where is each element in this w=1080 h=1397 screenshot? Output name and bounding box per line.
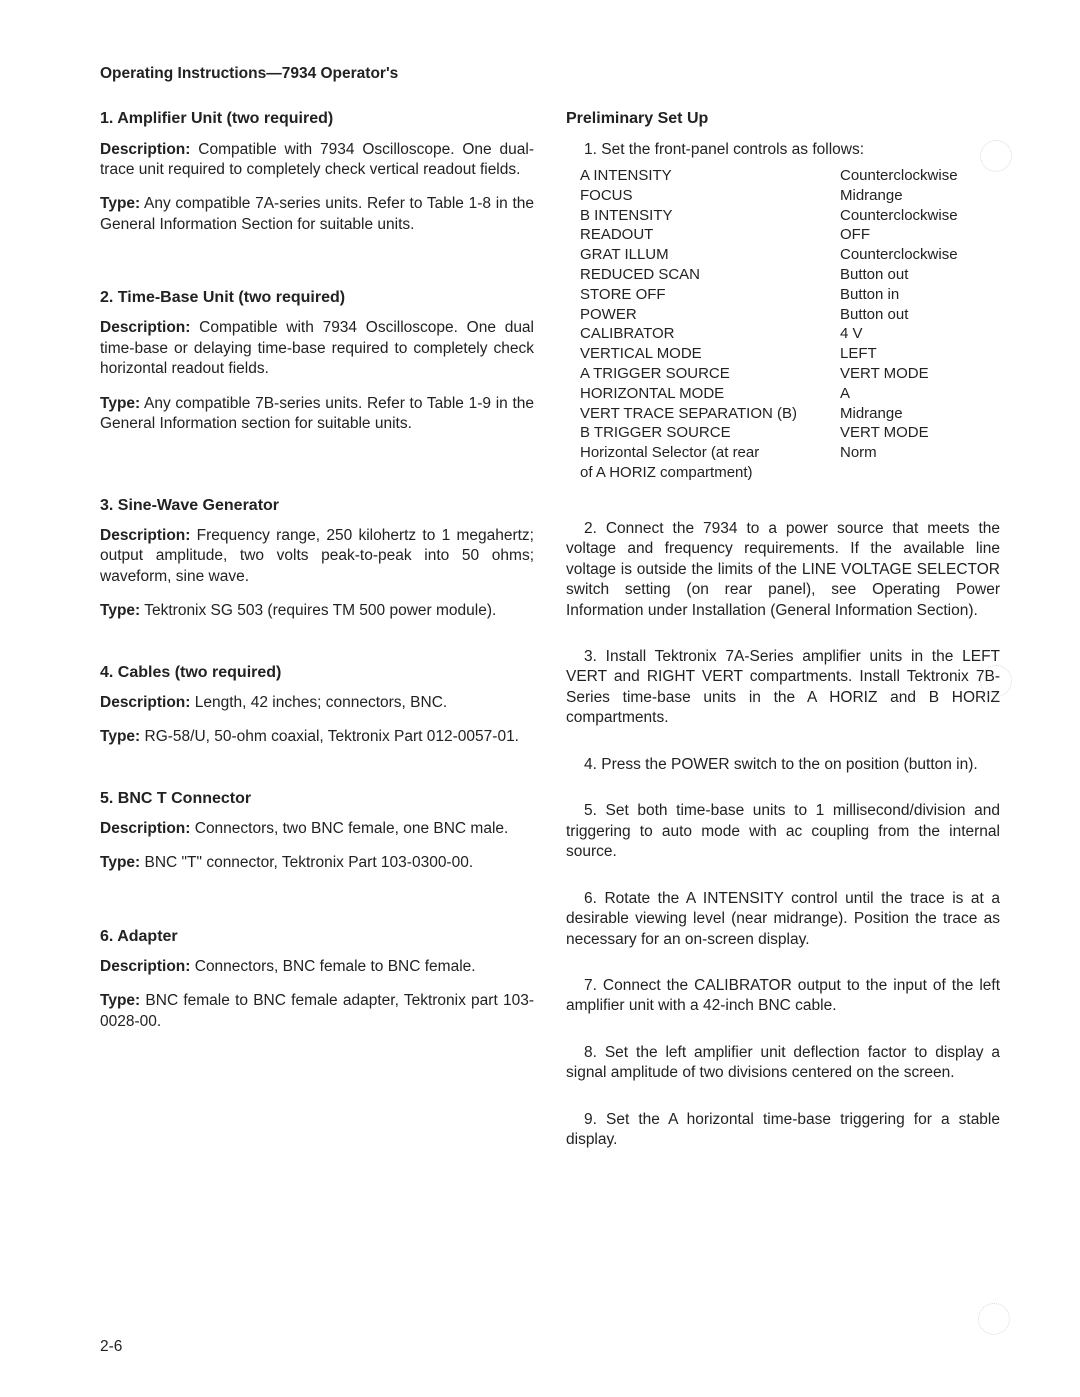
type-para: Type: RG-58/U, 50-ohm coaxial, Tektronix… [100,727,534,747]
section-title: 4. Cables (two required) [100,662,534,683]
section-title: 3. Sine-Wave Generator [100,495,534,516]
description-para: Description: Connectors, BNC female to B… [100,957,534,977]
control-name: HORIZONTAL MODE [580,384,840,404]
type-para: Type: Any compatible 7B-series units. Re… [100,394,534,435]
control-value: Counterclockwise [840,166,1000,186]
control-value: A [840,384,1000,404]
binder-hole-icon [980,665,1012,697]
right-column: Preliminary Set Up 1. Set the front-pane… [566,108,1000,1176]
type-label: Type: [100,992,140,1009]
control-name: FOCUS [580,186,840,206]
step-5: 5. Set both time-base units to 1 millise… [566,801,1000,862]
step-6: 6. Rotate the A INTENSITY control until … [566,889,1000,950]
type-label: Type: [100,395,140,412]
preliminary-title: Preliminary Set Up [566,108,1000,129]
control-value: Norm [840,443,1000,483]
type-label: Type: [100,602,140,619]
control-value: Button out [840,265,1000,285]
control-name: STORE OFF [580,285,840,305]
control-value: Button in [840,285,1000,305]
section-amplifier-unit: 1. Amplifier Unit (two required) Descrip… [100,108,534,235]
type-para: Type: BNC female to BNC female adapter, … [100,991,534,1032]
description-text: Connectors, two BNC female, one BNC male… [190,820,508,837]
left-column: 1. Amplifier Unit (two required) Descrip… [100,108,534,1176]
type-text: Any compatible 7A-series units. Refer to… [100,195,534,232]
section-sine-wave-generator: 3. Sine-Wave Generator Description: Freq… [100,495,534,622]
section-time-base-unit: 2. Time-Base Unit (two required) Descrip… [100,287,534,434]
type-label: Type: [100,854,140,871]
controls-table: A INTENSITYCounterclockwiseFOCUSMidrange… [580,166,1000,483]
description-label: Description: [100,319,190,336]
step-7: 7. Connect the CALIBRATOR output to the … [566,976,1000,1017]
type-label: Type: [100,195,140,212]
control-name: A TRIGGER SOURCE [580,364,840,384]
description-label: Description: [100,527,190,544]
control-value: VERT MODE [840,364,1000,384]
description-para: Description: Compatible with 7934 Oscill… [100,318,534,379]
step-3: 3. Install Tektronix 7A-Series amplifier… [566,647,1000,729]
section-title: 2. Time-Base Unit (two required) [100,287,534,308]
type-text: BNC "T" connector, Tektronix Part 103-03… [140,854,473,871]
description-para: Description: Frequency range, 250 kilohe… [100,526,534,587]
control-value: Counterclockwise [840,245,1000,265]
type-para: Type: BNC "T" connector, Tektronix Part … [100,853,534,873]
control-name: REDUCED SCAN [580,265,840,285]
section-cables: 4. Cables (two required) Description: Le… [100,662,534,748]
description-para: Description: Connectors, two BNC female,… [100,819,534,839]
control-name: Horizontal Selector (at rear of A HORIZ … [580,443,840,483]
description-para: Description: Length, 42 inches; connecto… [100,693,534,713]
page-number: 2-6 [100,1337,122,1357]
control-value: OFF [840,225,1000,245]
type-text: BNC female to BNC female adapter, Tektro… [100,992,534,1029]
control-value: Midrange [840,186,1000,206]
control-name: CALIBRATOR [580,324,840,344]
type-para: Type: Tektronix SG 503 (requires TM 500 … [100,601,534,621]
binder-hole-icon [978,1303,1010,1335]
step-2: 2. Connect the 7934 to a power source th… [566,519,1000,621]
type-text: RG-58/U, 50-ohm coaxial, Tektronix Part … [140,728,519,745]
control-name: A INTENSITY [580,166,840,186]
section-title: 1. Amplifier Unit (two required) [100,108,534,129]
control-value: Button out [840,305,1000,325]
section-title: 6. Adapter [100,926,534,947]
control-name: GRAT ILLUM [580,245,840,265]
type-text: Any compatible 7B-series units. Refer to… [100,395,534,432]
type-label: Type: [100,728,140,745]
section-title: 5. BNC T Connector [100,788,534,809]
control-value: Midrange [840,404,1000,424]
description-label: Description: [100,958,190,975]
description-para: Description: Compatible with 7934 Oscill… [100,140,534,181]
content-columns: 1. Amplifier Unit (two required) Descrip… [100,108,1000,1176]
control-name: READOUT [580,225,840,245]
step-4: 4. Press the POWER switch to the on posi… [566,755,1000,775]
type-text: Tektronix SG 503 (requires TM 500 power … [140,602,496,619]
step-9: 9. Set the A horizontal time-base trigge… [566,1110,1000,1151]
section-adapter: 6. Adapter Description: Connectors, BNC … [100,926,534,1032]
description-text: Length, 42 inches; connectors, BNC. [190,694,447,711]
control-name: VERTICAL MODE [580,344,840,364]
control-name: VERT TRACE SEPARATION (B) [580,404,840,424]
control-value: LEFT [840,344,1000,364]
control-name: POWER [580,305,840,325]
description-label: Description: [100,141,190,158]
step-1-intro: 1. Set the front-panel controls as follo… [566,140,1000,160]
page-header: Operating Instructions—7934 Operator's [100,64,1000,84]
control-name: B INTENSITY [580,206,840,226]
binder-hole-icon [980,140,1012,172]
control-value: 4 V [840,324,1000,344]
description-text: Connectors, BNC female to BNC female. [190,958,475,975]
type-para: Type: Any compatible 7A-series units. Re… [100,194,534,235]
control-value: Counterclockwise [840,206,1000,226]
description-label: Description: [100,694,190,711]
section-bnc-t-connector: 5. BNC T Connector Description: Connecto… [100,788,534,874]
control-name: B TRIGGER SOURCE [580,423,840,443]
step-8: 8. Set the left amplifier unit deflectio… [566,1043,1000,1084]
control-value: VERT MODE [840,423,1000,443]
description-label: Description: [100,820,190,837]
